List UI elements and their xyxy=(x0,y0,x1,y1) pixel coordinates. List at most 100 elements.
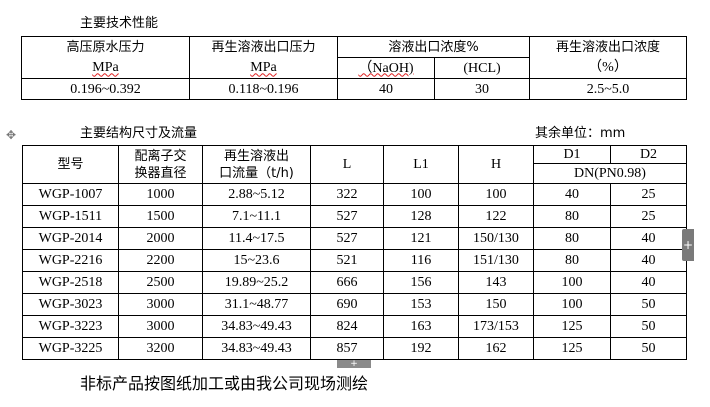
dimensions-table: 型号 配离子交 换器直径 再生溶液出 口流量（t/h) L L1 H D1 D2 D… xyxy=(22,145,687,360)
cell: 15~23.6 xyxy=(202,249,311,272)
cell: 25 xyxy=(610,205,687,228)
cell: 163 xyxy=(383,315,459,338)
cell: 100 xyxy=(383,183,459,206)
cell: WGP-1511 xyxy=(22,205,119,228)
cell: 128 xyxy=(383,205,459,228)
cell: 192 xyxy=(383,337,459,360)
header-exchanger-diameter: 配离子交 换器直径 xyxy=(118,145,203,184)
cell: 150/130 xyxy=(458,227,534,250)
header-regen-pressure: 再生溶液出口压力 xyxy=(189,36,338,58)
header-dn: DN(PN0.98) xyxy=(533,163,687,184)
cell: WGP-2518 xyxy=(22,271,119,294)
cell: 100 xyxy=(533,271,611,294)
cell: 80 xyxy=(533,227,611,250)
table-row: WGP-3223 3000 34.83~49.43 824 163 173/153 125 5… xyxy=(22,315,687,338)
add-row-button[interactable]: + xyxy=(337,360,371,369)
unit-note: 其余单位：mm xyxy=(535,126,626,141)
cell: 125 xyxy=(533,337,611,360)
cell: WGP-1007 xyxy=(22,183,119,206)
table-row: WGP-2216 2200 15~23.6 521 116 151/130 80 40 xyxy=(22,249,687,272)
table-row: WGP-3225 3200 34.83~49.43 857 192 162 125 50 xyxy=(22,337,687,360)
cell: 11.4~17.5 xyxy=(202,227,311,250)
dimensions-title: 主要结构尺寸及流量 xyxy=(80,126,198,141)
cell: 80 xyxy=(533,249,611,272)
header-H: H xyxy=(458,145,534,184)
table-row: WGP-2518 2500 19.89~25.2 666 156 143 100 40 xyxy=(22,271,687,294)
cell: 34.83~49.43 xyxy=(202,315,311,338)
sub-hcl: (HCL) xyxy=(433,57,531,79)
cell: 2500 xyxy=(118,271,203,294)
cell: 1500 xyxy=(118,205,203,228)
cell: 25 xyxy=(610,183,687,206)
move-handle-icon[interactable]: ✥ xyxy=(6,128,17,142)
cell: 50 xyxy=(610,315,687,338)
header-L: L xyxy=(310,145,384,184)
table-row: WGP-3023 3000 31.1~48.77 690 153 150 100 50 xyxy=(22,293,687,316)
table-row: WGP-2014 2000 11.4~17.5 527 121 150/130 80 40 xyxy=(22,227,687,250)
cell: 527 xyxy=(310,205,384,228)
cell: 31.1~48.77 xyxy=(202,293,311,316)
cell: 527 xyxy=(310,227,384,250)
cell: 322 xyxy=(310,183,384,206)
cell: 34.83~49.43 xyxy=(202,337,311,360)
cell: 116 xyxy=(383,249,459,272)
unit-percent: （%） xyxy=(529,57,688,79)
header-L1: L1 xyxy=(383,145,459,184)
header-model: 型号 xyxy=(22,145,119,184)
cell: 30 xyxy=(433,78,531,100)
cell: 824 xyxy=(310,315,384,338)
cell: 2000 xyxy=(118,227,203,250)
cell: WGP-2216 xyxy=(22,249,119,272)
cell: 690 xyxy=(310,293,384,316)
cell: 3200 xyxy=(118,337,203,360)
cell: 150 xyxy=(458,293,534,316)
unit-mpa: MPa xyxy=(92,60,119,76)
cell: 857 xyxy=(310,337,384,360)
cell: 156 xyxy=(383,271,459,294)
cell: 40 xyxy=(337,78,435,100)
cell: WGP-3023 xyxy=(22,293,119,316)
table-row: WGP-1007 1000 2.88~5.12 322 100 100 40 25 xyxy=(22,183,687,206)
sub-naoh: （NaOH) xyxy=(358,60,414,76)
cell: 40 xyxy=(610,271,687,294)
cell: 3000 xyxy=(118,293,203,316)
cell: WGP-3225 xyxy=(22,337,119,360)
table-row: WGP-1511 1500 7.1~11.1 527 128 122 80 25 xyxy=(22,205,687,228)
cell: 153 xyxy=(383,293,459,316)
cell: 80 xyxy=(533,205,611,228)
cell: 40 xyxy=(610,249,687,272)
cell: 125 xyxy=(533,315,611,338)
cell: 151/130 xyxy=(458,249,534,272)
cell: 521 xyxy=(310,249,384,272)
cell: 2.88~5.12 xyxy=(202,183,311,206)
cell: 1000 xyxy=(118,183,203,206)
cell: 100 xyxy=(533,293,611,316)
cell: 50 xyxy=(610,337,687,360)
cell: 40 xyxy=(610,227,687,250)
cell: 7.1~11.1 xyxy=(202,205,311,228)
cell: WGP-3223 xyxy=(22,315,119,338)
performance-table: 高压原水压力 再生溶液出口压力 溶液出口浓度% 再生溶液出口浓度 MPa MPa… xyxy=(21,36,688,100)
cell: 162 xyxy=(458,337,534,360)
cell: 173/153 xyxy=(458,315,534,338)
add-column-button[interactable]: + xyxy=(682,229,694,261)
cell: 50 xyxy=(610,293,687,316)
header-regen-conc: 再生溶液出口浓度 xyxy=(529,36,688,58)
cell: 0.118~0.196 xyxy=(189,78,338,100)
cell: 2.5~5.0 xyxy=(529,78,688,100)
cell: 3000 xyxy=(118,315,203,338)
cell: 0.196~0.392 xyxy=(21,78,190,100)
footer-note: 非标产品按图纸加工或由我公司现场测绘 xyxy=(80,374,369,393)
cell: 40 xyxy=(533,183,611,206)
header-flow: 再生溶液出 口流量（t/h) xyxy=(202,145,311,184)
header-raw-pressure: 高压原水压力 xyxy=(21,36,190,58)
header-D2: D2 xyxy=(610,145,687,164)
cell: 19.89~25.2 xyxy=(202,271,311,294)
performance-title: 主要技术性能 xyxy=(80,16,159,31)
cell: 143 xyxy=(458,271,534,294)
header-solution-conc: 溶液出口浓度% xyxy=(336,36,531,58)
header-D1: D1 xyxy=(533,145,611,164)
cell: 666 xyxy=(310,271,384,294)
cell: 121 xyxy=(383,227,459,250)
table-row: 0.196~0.392 0.118~0.196 40 30 2.5~5.0 xyxy=(21,78,688,100)
